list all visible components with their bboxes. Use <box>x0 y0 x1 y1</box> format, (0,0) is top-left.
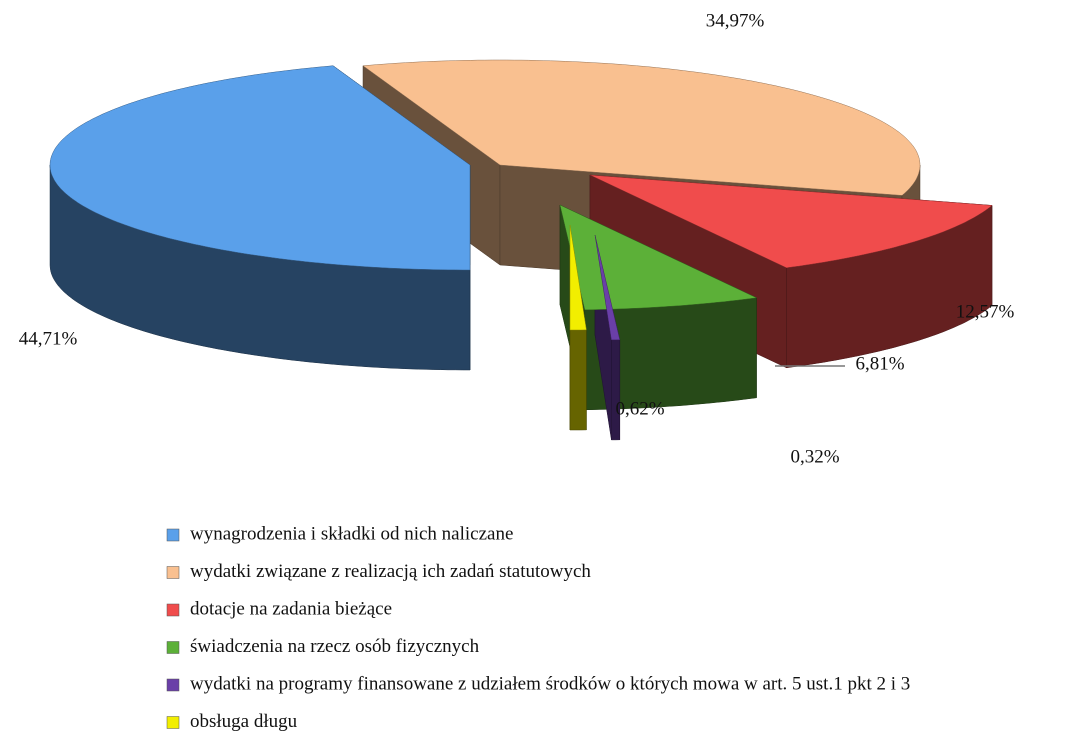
legend-swatch <box>166 603 180 617</box>
data-label: 12,57% <box>956 301 1015 322</box>
legend-label: świadczenia na rzecz osób fizycznych <box>190 636 480 657</box>
legend-label: dotacje na zadania bieżące <box>190 598 392 619</box>
slice <box>49 65 471 271</box>
legend-swatch <box>166 716 180 729</box>
slice <box>362 59 921 196</box>
slice <box>569 224 587 331</box>
slice <box>589 174 993 269</box>
data-label: 0,62% <box>615 398 664 419</box>
data-label: 6,81% <box>855 353 904 374</box>
data-label: 0,32% <box>790 446 839 467</box>
slice-side <box>569 329 587 431</box>
slice <box>594 234 621 341</box>
slice-tops <box>49 59 993 341</box>
legend-swatch <box>166 641 180 654</box>
slice-side <box>611 339 621 441</box>
legend-label: obsługa długu <box>190 711 298 732</box>
legend-swatch <box>166 528 180 542</box>
legend-label: wydatki na programy finansowane z udział… <box>190 673 910 694</box>
legend-swatch <box>166 678 180 692</box>
legend-swatch <box>166 566 180 579</box>
data-label: 34,97% <box>706 10 765 31</box>
data-label: 44,71% <box>19 328 78 349</box>
legend-label: wynagrodzenia i składki od nich naliczan… <box>190 523 513 544</box>
legend-label: wydatki związane z realizacją ich zadań … <box>190 561 591 582</box>
